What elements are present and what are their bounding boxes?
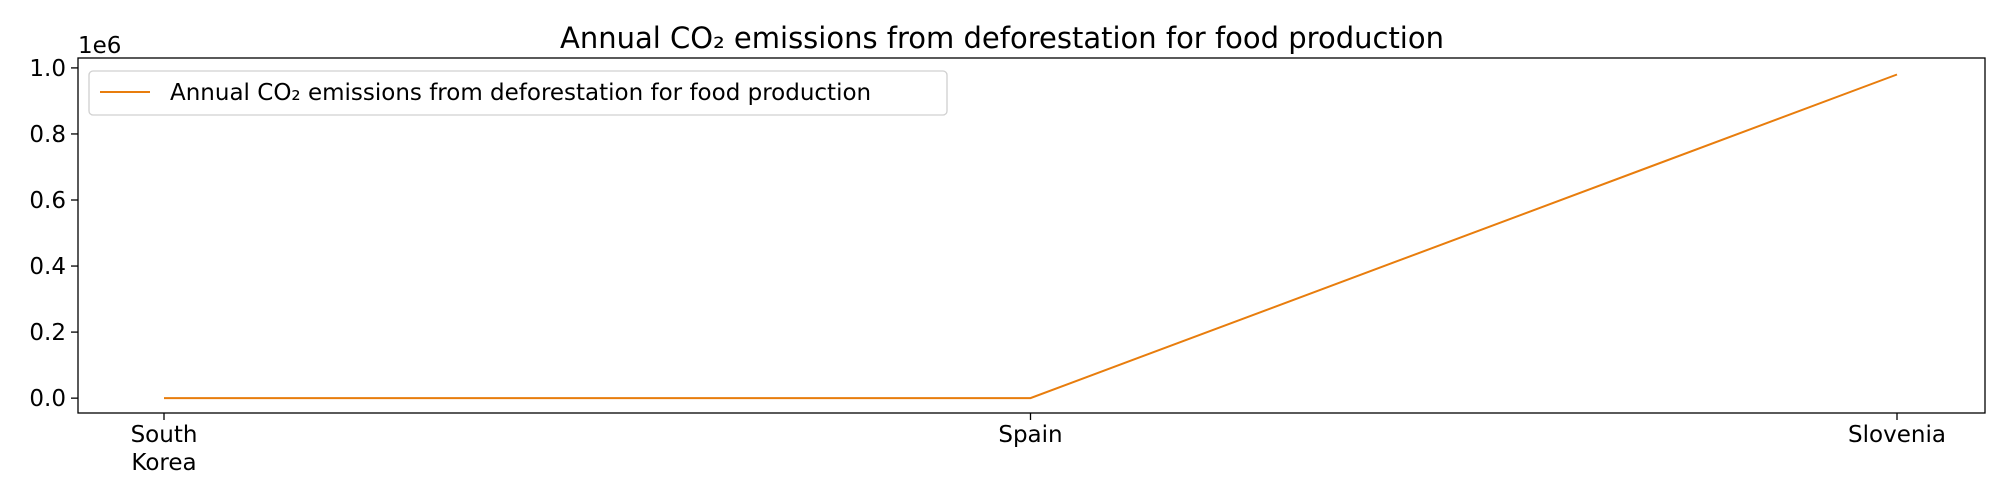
y-tick-label: 0.4: [29, 254, 66, 280]
y-tick-label: 0.2: [29, 320, 66, 346]
x-tick-label: Spain: [998, 422, 1062, 448]
series-line: [164, 73, 1898, 400]
legend: Annual CO₂ emissions from deforestation …: [88, 70, 948, 116]
x-tick-label: Slovenia: [1848, 422, 1946, 448]
y-tick-label: 1.0: [29, 56, 66, 82]
x-tick-label: South Korea: [131, 422, 198, 476]
legend-label: Annual CO₂ emissions from deforestation …: [170, 80, 871, 106]
y-tick-label: 0.8: [29, 122, 66, 148]
chart-title: Annual CO₂ emissions from deforestation …: [560, 21, 1444, 55]
plot-frame: [77, 57, 1986, 414]
y-tick-label: 0.0: [29, 386, 66, 412]
y-tick-label: 0.6: [29, 188, 66, 214]
y-axis-offset-label: 1e6: [78, 33, 121, 59]
plot-area: [164, 73, 1898, 400]
legend-box: [88, 70, 948, 116]
